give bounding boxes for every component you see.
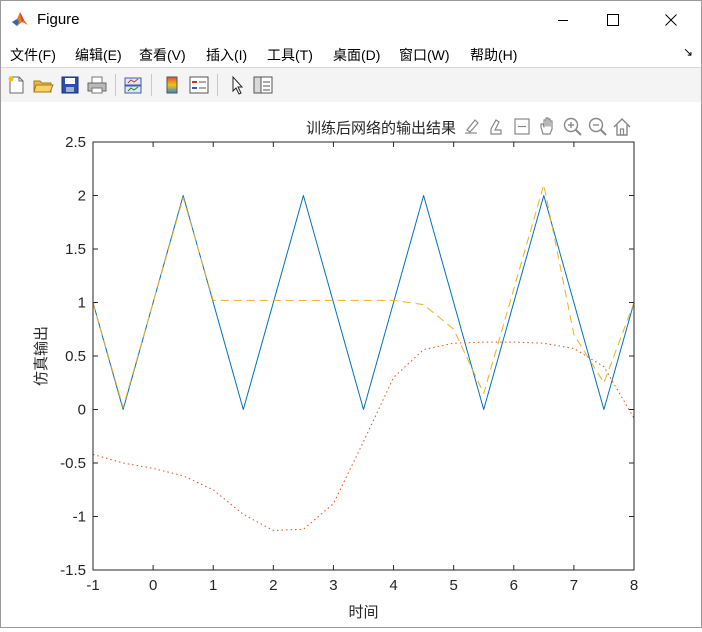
data-tips-icon[interactable] [490,119,502,135]
new-figure-icon[interactable] [5,74,27,96]
y-tick-label: 1 [78,295,86,312]
legend-icon[interactable] [188,74,210,96]
menu-bar: 文件(F) 编辑(E) 查看(V) 插入(I) 工具(T) 桌面(D) 窗口(W… [1,39,701,67]
x-tick-label: 3 [329,577,337,594]
menu-tools[interactable]: 工具(T) [267,47,313,63]
dock-arrow-icon[interactable]: ↘ [682,45,693,59]
menu-insert[interactable]: 插入(I) [206,47,248,63]
toolbar-separator [217,74,218,96]
series-line-2[interactable] [92,184,635,408]
menu-desktop[interactable]: 桌面(D) [333,47,381,63]
minimize-button[interactable] [540,1,586,39]
zoom-out-icon[interactable] [588,117,607,136]
x-tick-label: 7 [570,577,578,594]
x-tick-label: 5 [449,577,457,594]
print-icon[interactable] [86,74,108,96]
maximize-button[interactable] [590,1,636,39]
figure-canvas: -1 0 1 2 3 4 5 6 7 8 -1.5 -1 -0.5 0 0.5 1 1.5 2 2.5 训练后网络的输… [1,102,701,627]
y-tick-label: -1.5 [60,562,86,579]
y-tick-label: -0.5 [60,455,86,472]
menu-edit[interactable]: 编辑(E) [75,47,122,63]
link-plot-icon[interactable] [122,74,144,96]
axes-box [92,141,635,571]
x-axis-label: 时间 [348,604,378,621]
y-tick-label: 0.5 [65,348,86,365]
x-tick-label: 1 [209,577,217,594]
minimize-icon [558,20,568,21]
brush-data-icon[interactable] [465,119,479,134]
x-tick-label: 2 [269,577,277,594]
menu-file[interactable]: 文件(F) [10,47,56,63]
property-inspector-icon[interactable] [252,74,274,96]
toolbar-separator [115,74,116,96]
axes-toolbar [465,117,631,136]
restore-view-icon[interactable] [514,118,530,135]
y-tick-label: 2 [78,188,86,205]
menu-view[interactable]: 查看(V) [139,47,186,63]
colorbar-icon[interactable] [161,74,183,96]
figure-toolbar [1,67,701,103]
open-icon[interactable] [32,74,54,96]
y-tick-label: -1 [73,509,86,526]
y-tick-label: 1.5 [65,241,86,258]
close-button[interactable] [648,1,694,39]
menu-help[interactable]: 帮助(H) [470,47,518,63]
title-bar: Figure [1,1,701,39]
y-tick-label: 2.5 [65,134,86,151]
maximize-icon [607,14,619,26]
menu-window[interactable]: 窗口(W) [399,47,450,63]
chart-title: 训练后网络的输出结果 [306,120,456,137]
pan-icon[interactable] [540,117,553,135]
y-tick-label: 0 [78,402,86,419]
x-tick-label: 0 [149,577,157,594]
line-chart[interactable]: -1 0 1 2 3 4 5 6 7 8-1.5-1-0.500.511.522.5训练后网络的输… [1,102,701,627]
save-icon[interactable] [59,74,81,96]
toolbar-separator [151,74,152,96]
y-axis-label: 仿真输出 [32,326,50,386]
home-icon[interactable] [613,118,631,136]
x-tick-label: 8 [630,577,638,594]
x-tick-label: 4 [389,577,397,594]
x-tick-label: -1 [86,577,99,594]
zoom-in-icon[interactable] [563,117,582,136]
matlab-logo-icon [11,10,29,28]
plot-area[interactable] [93,142,634,570]
close-icon [665,14,677,26]
window-title: Figure [37,11,80,28]
x-tick-label: 6 [510,577,518,594]
series-line-1[interactable] [92,195,635,410]
edit-plot-icon[interactable] [226,74,248,96]
